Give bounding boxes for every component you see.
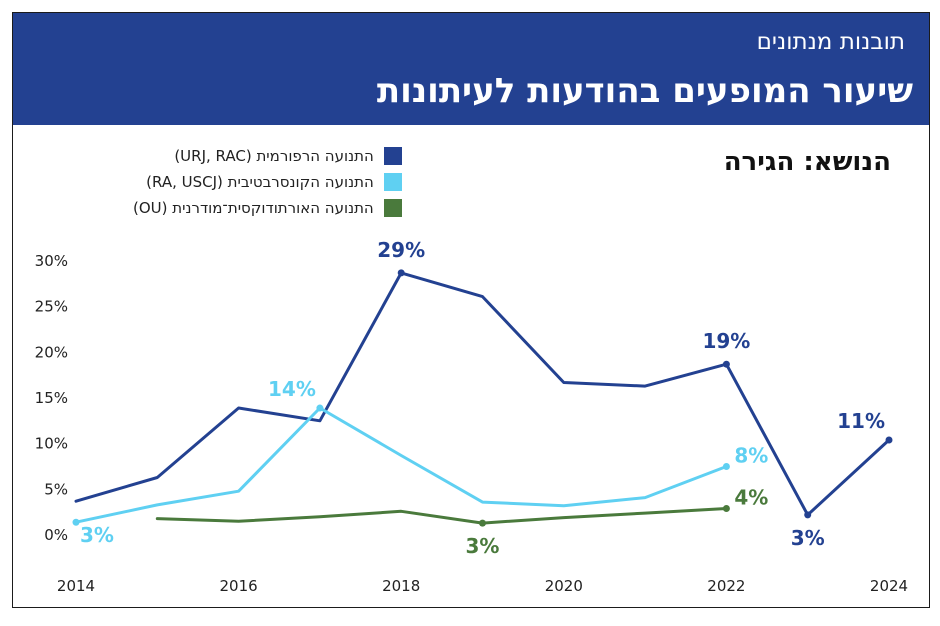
data-point-conservative [722, 463, 730, 470]
data-label-reform: 29% [377, 238, 425, 262]
y-tick-label: 5% [44, 480, 68, 498]
data-label-orthodox: 4% [734, 486, 768, 510]
data-point-reform [804, 511, 812, 519]
data-point-reform [885, 436, 893, 444]
legend-item-reform: התנועה הרפורמית (URJ, RAC) [133, 143, 402, 169]
data-point-orthodox [479, 519, 486, 527]
header-banner: תובנות מנתונים שיעור המופעים בהודעות לעי… [13, 13, 929, 125]
data-point-conservative [316, 404, 324, 412]
legend: התנועה הרפורמית (URJ, RAC) התנועה הקונסר… [133, 143, 402, 221]
data-label-conservative: 3% [80, 523, 114, 547]
data-label-reform: 11% [837, 409, 885, 433]
line-chart: 0% 5% 10% 15% 20% 25% 30% 2014 2016 2018 2020 2022 2… [35, 238, 908, 595]
legend-swatch-orthodox [383, 199, 402, 217]
series-line-orthodox [155, 507, 728, 525]
chart-topic: הנושא: הגירה [723, 147, 891, 177]
chart-title: שיעור המופעים בהודעות לעיתונות [376, 71, 913, 111]
x-tick-label: 2022 [707, 577, 745, 595]
data-point-reform [722, 360, 730, 368]
legend-item-conservative: התנועה הקונסרבטיבית (RA, USCJ) [133, 169, 402, 195]
x-tick-label: 2016 [220, 577, 258, 595]
data-label-conservative: 8% [734, 444, 768, 468]
x-tick-label: 2018 [382, 577, 420, 595]
legend-label-reform: התנועה הרפורמית (URJ, RAC) [174, 147, 374, 165]
x-tick-label: 2020 [545, 577, 583, 595]
legend-item-orthodox: התנועה האורתודוקסית־מודרנית (OU) [133, 195, 402, 221]
y-tick-label: 10% [35, 435, 68, 453]
data-label-orthodox: 3% [466, 534, 500, 558]
legend-label-orthodox: התנועה האורתודוקסית־מודרנית (OU) [133, 199, 374, 217]
data-label-conservative: 14% [268, 377, 316, 401]
y-tick-label: 0% [44, 526, 68, 544]
x-tick-label: 2014 [57, 577, 95, 595]
chart-frame: תובנות מנתונים שיעור המופעים בהודעות לעי… [12, 12, 930, 608]
y-tick-label: 20% [35, 343, 68, 361]
legend-swatch-conservative [383, 173, 402, 191]
series-line-reform [74, 271, 891, 517]
legend-label-conservative: התנועה הקונסרבטיבית (RA, USCJ) [146, 173, 374, 191]
y-tick-label: 15% [35, 389, 68, 407]
data-label-reform: 3% [791, 526, 825, 550]
y-tick-label: 25% [35, 298, 68, 316]
header-kicker: תובנות מנתונים [756, 29, 905, 55]
data-point-conservative [72, 518, 80, 526]
data-point-reform [397, 269, 405, 277]
legend-swatch-reform [383, 147, 402, 165]
data-point-orthodox [722, 505, 730, 513]
y-tick-label: 30% [35, 252, 68, 270]
series-line-conservative [74, 406, 728, 524]
data-label-reform: 19% [702, 329, 750, 353]
x-tick-label: 2024 [870, 577, 908, 595]
